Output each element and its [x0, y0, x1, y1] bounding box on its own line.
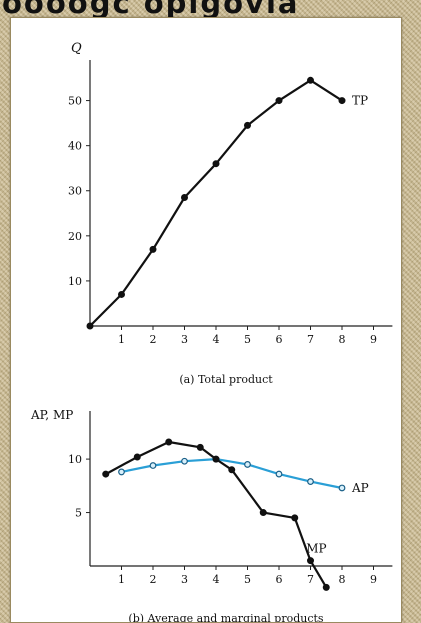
ap-data-point: [307, 478, 314, 485]
ap-data-point: [338, 484, 346, 492]
tp-data-point: [212, 160, 220, 168]
tp-series-line: [89, 79, 343, 327]
x-tick-label: 8: [339, 333, 346, 346]
mp-data-point: [307, 557, 314, 565]
ap-data-point: [149, 462, 157, 469]
x-tick-label: 3: [181, 333, 188, 346]
tp-data-point: [244, 121, 251, 129]
y-tick-label: 10: [68, 453, 82, 466]
x-tick-label: 7: [307, 573, 314, 586]
ap-series-label: AP: [351, 481, 369, 495]
x-tick-label: 4: [213, 333, 220, 346]
mp-series-label: MP: [306, 541, 326, 555]
x-tick-label: 1: [118, 573, 125, 586]
total-product-chart: Q X (a) Total product 123456789102030405…: [68, 41, 393, 386]
y-tick-label: 50: [68, 95, 82, 108]
tp-data-point: [118, 290, 125, 298]
chart-b-caption: (b) Average and marginal products: [128, 612, 323, 622]
x-tick-label: 9: [370, 573, 377, 586]
tp-data-point: [181, 194, 188, 202]
x-tick-label: 4: [213, 573, 220, 586]
chart-card: Q X (a) Total product 123456789102030405…: [10, 17, 402, 623]
charts-svg: Q X (a) Total product 123456789102030405…: [30, 41, 393, 622]
x-tick-label: 6: [276, 333, 283, 346]
x-tick-label: 2: [150, 573, 157, 586]
ap-data-point: [181, 457, 188, 465]
tp-series-label: TP: [352, 94, 368, 108]
y-tick-label: 30: [68, 185, 82, 198]
ap-series-line: [121, 458, 343, 490]
x-tick-label: 1: [118, 333, 125, 346]
x-tick-label: 9: [370, 333, 377, 346]
y-tick-label: 10: [68, 275, 82, 288]
mp-data-point: [291, 514, 299, 522]
y-tick-label: 20: [68, 230, 82, 243]
chart-a-caption: (a) Total product: [179, 373, 273, 386]
mp-data-point: [133, 453, 141, 461]
x-tick-label: 5: [244, 573, 251, 586]
tp-data-point: [307, 76, 314, 84]
chart-b-ylabel: AP, MP: [30, 408, 73, 422]
mp-data-point: [212, 455, 220, 463]
x-tick-label: 6: [276, 573, 283, 586]
mp-data-point: [165, 438, 173, 446]
x-tick-label: 2: [150, 333, 157, 346]
tp-data-point: [149, 245, 157, 253]
mp-data-point: [322, 583, 330, 591]
average-marginal-chart: AP, MP X (b) Average and marginal produc…: [30, 408, 393, 622]
ap-data-point: [275, 470, 283, 478]
x-tick-label: 7: [307, 333, 314, 346]
ap-data-point: [244, 461, 251, 468]
tp-data-point: [338, 97, 346, 105]
mp-data-point: [228, 466, 236, 474]
mp-data-point: [196, 443, 204, 451]
tp-data-point: [275, 97, 283, 105]
chart-a-ylabel: Q: [71, 41, 82, 56]
mp-data-point: [102, 470, 110, 478]
x-tick-label: 5: [244, 333, 251, 346]
mp-data-point: [259, 509, 267, 517]
page-header-fragment: oooogc opigovia: [2, 0, 300, 20]
y-tick-label: 40: [68, 140, 82, 153]
ap-data-point: [118, 468, 125, 476]
x-tick-label: 3: [181, 573, 188, 586]
x-tick-label: 8: [339, 573, 346, 586]
y-tick-label: 5: [75, 507, 82, 520]
mp-series-line: [105, 440, 328, 588]
tp-data-point: [86, 322, 94, 330]
